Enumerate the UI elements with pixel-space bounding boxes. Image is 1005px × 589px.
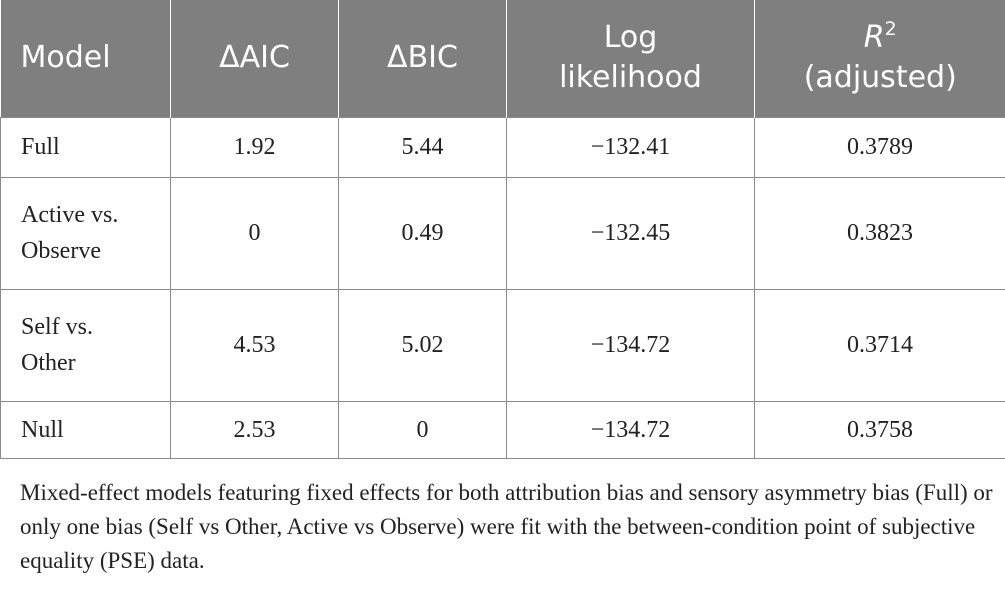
cell-log-likelihood: −132.41: [506, 116, 755, 178]
cell-model: Self vs. Other: [0, 288, 171, 402]
cell-delta-bic: 5.02: [338, 288, 507, 402]
header-delta-bic-label: ΔBIC: [387, 40, 458, 76]
cell-delta-aic: 0: [170, 176, 339, 290]
cell-model: Active vs. Observe: [0, 176, 171, 290]
table-header: Model ΔAIC ΔBIC Log likelihood R2 (adjus…: [0, 0, 1005, 117]
cell-log-likelihood: −134.72: [506, 400, 755, 459]
cell-delta-bic: 5.44: [338, 116, 507, 178]
cell-delta-aic: 1.92: [170, 116, 339, 178]
cell-delta-aic: 2.53: [170, 400, 339, 459]
cell-model: Full: [0, 116, 171, 178]
table-row: Full 1.92 5.44 −132.41 0.3789: [0, 116, 1005, 178]
cell-model-line1: Self vs.: [21, 314, 93, 340]
cell-model-line2: Other: [21, 350, 76, 376]
cell-delta-aic: 4.53: [170, 288, 339, 402]
header-delta-aic-label: ΔAIC: [219, 40, 290, 76]
table-body: Full 1.92 5.44 −132.41 0.3789 Active vs.…: [0, 116, 1005, 459]
header-r2-symbol: R: [863, 20, 885, 56]
table-footnote: Mixed-effect models featuring fixed effe…: [20, 480, 993, 573]
cell-r2-adjusted: 0.3823: [754, 176, 1005, 290]
cell-r2-adjusted: 0.3714: [754, 288, 1005, 402]
header-delta-bic: ΔBIC: [338, 0, 507, 117]
header-row: Model ΔAIC ΔBIC Log likelihood R2 (adjus…: [0, 0, 1005, 117]
model-comparison-table-container: Model ΔAIC ΔBIC Log likelihood R2 (adjus…: [0, 0, 1005, 459]
cell-delta-bic: 0: [338, 400, 507, 459]
table-row: Null 2.53 0 −134.72 0.3758: [0, 400, 1005, 459]
header-model: Model: [0, 0, 171, 117]
header-r2-superscript: 2: [884, 18, 897, 41]
cell-r2-adjusted: 0.3758: [754, 400, 1005, 459]
cell-model-text: Full: [21, 134, 60, 160]
header-model-label: Model: [20, 40, 111, 76]
cell-model-line2: Observe: [21, 238, 101, 264]
cell-log-likelihood: −132.45: [506, 176, 755, 290]
model-comparison-table: Model ΔAIC ΔBIC Log likelihood R2 (adjus…: [0, 0, 1005, 459]
header-log-likelihood: Log likelihood: [506, 0, 755, 117]
table-row: Self vs. Other 4.53 5.02 −134.72 0.3714: [0, 288, 1005, 402]
cell-model-line1: Active vs.: [21, 202, 119, 228]
table-row: Active vs. Observe 0 0.49 −132.45 0.3823: [0, 176, 1005, 290]
cell-model: Null: [0, 400, 171, 459]
cell-delta-bic: 0.49: [338, 176, 507, 290]
header-r2-line1: R2: [775, 18, 986, 58]
header-r2-line2: (adjusted): [803, 60, 957, 96]
cell-model-text: Null: [21, 416, 64, 443]
header-delta-aic: ΔAIC: [170, 0, 339, 117]
cell-r2-adjusted: 0.3789: [754, 116, 1005, 178]
header-r2-adjusted: R2 (adjusted): [754, 0, 1005, 117]
header-log-likelihood-line1: Log: [603, 20, 658, 56]
header-log-likelihood-line2: likelihood: [559, 60, 702, 96]
cell-log-likelihood: −134.72: [506, 288, 755, 402]
